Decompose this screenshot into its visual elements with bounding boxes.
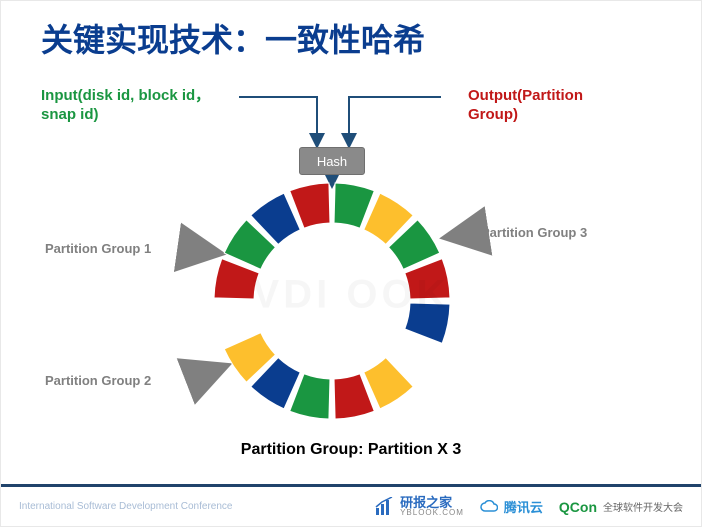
brand-qcon: QCon 全球软件开发大会 xyxy=(559,499,683,515)
pg1-label: Partition Group 1 xyxy=(45,241,151,256)
brand-tencent: 腾讯云 xyxy=(480,497,543,516)
footer: International Software Development Confe… xyxy=(1,484,701,526)
hash-box: Hash xyxy=(299,147,365,175)
brand1-sub: YBLOOK.COM xyxy=(400,509,464,517)
caption: Partition Group: Partition X 3 xyxy=(1,441,701,459)
hash-ring xyxy=(210,179,454,423)
ring-svg xyxy=(210,179,454,423)
chart-icon xyxy=(374,497,394,517)
footer-conference: International Software Development Confe… xyxy=(19,501,374,512)
pg3-label: Partition Group 3 xyxy=(481,225,587,240)
slide: 关键实现技术：一致性哈希 Input(disk id, block id， sn… xyxy=(0,0,702,527)
footer-brands: 研报之家 YBLOOK.COM 腾讯云 QCon 全球软件开发大会 xyxy=(374,496,683,517)
brand2-name: 腾讯云 xyxy=(504,497,543,516)
brand3-sub: 全球软件开发大会 xyxy=(603,499,683,514)
brand3-name: QCon xyxy=(559,499,597,515)
output-arrow xyxy=(349,97,441,145)
input-label: Input(disk id, block id， snap id) xyxy=(41,87,210,125)
output-label: Output(Partition Group) xyxy=(468,87,583,125)
cloud-icon xyxy=(480,500,498,514)
slide-title: 关键实现技术：一致性哈希 xyxy=(41,15,425,61)
brand-yblook: 研报之家 YBLOOK.COM xyxy=(374,496,464,517)
title-part1: 关键实现技术： xyxy=(41,22,265,58)
pg2-label: Partition Group 2 xyxy=(45,373,151,388)
hash-label: Hash xyxy=(317,154,347,169)
title-part2: 一致性哈希 xyxy=(265,22,425,58)
input-arrow xyxy=(239,97,317,145)
